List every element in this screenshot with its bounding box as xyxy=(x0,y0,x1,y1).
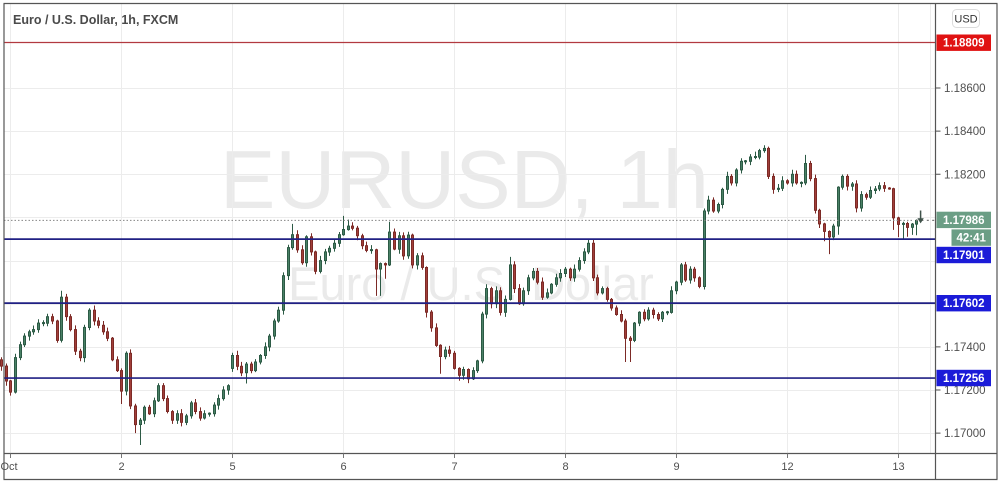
svg-text:5: 5 xyxy=(229,461,235,473)
svg-text:42:41: 42:41 xyxy=(956,233,986,245)
svg-text:1.17256: 1.17256 xyxy=(943,373,985,385)
svg-text:1.17200: 1.17200 xyxy=(944,385,986,397)
svg-text:13: 13 xyxy=(892,461,904,473)
svg-text:1.18400: 1.18400 xyxy=(944,126,986,138)
svg-text:2: 2 xyxy=(118,461,124,473)
svg-text:7: 7 xyxy=(451,461,457,473)
svg-text:USD: USD xyxy=(954,14,977,26)
svg-text:1.18600: 1.18600 xyxy=(944,83,986,95)
svg-text:1.17986: 1.17986 xyxy=(943,215,985,227)
svg-text:12: 12 xyxy=(781,461,793,473)
svg-text:EURUSD, 1h: EURUSD, 1h xyxy=(220,133,709,226)
svg-text:6: 6 xyxy=(340,461,346,473)
svg-text:1.17400: 1.17400 xyxy=(944,342,986,354)
svg-text:1.18200: 1.18200 xyxy=(944,169,986,181)
svg-text:9: 9 xyxy=(673,461,679,473)
svg-text:1.17901: 1.17901 xyxy=(943,250,985,262)
svg-text:1.17602: 1.17602 xyxy=(943,298,985,310)
svg-text:1.18809: 1.18809 xyxy=(943,38,985,50)
svg-text:Oct: Oct xyxy=(0,461,17,473)
svg-text:1.17000: 1.17000 xyxy=(944,428,986,440)
svg-text:8: 8 xyxy=(562,461,568,473)
svg-text:Euro / U.S. Dollar, 1h, FXCM: Euro / U.S. Dollar, 1h, FXCM xyxy=(13,13,178,27)
